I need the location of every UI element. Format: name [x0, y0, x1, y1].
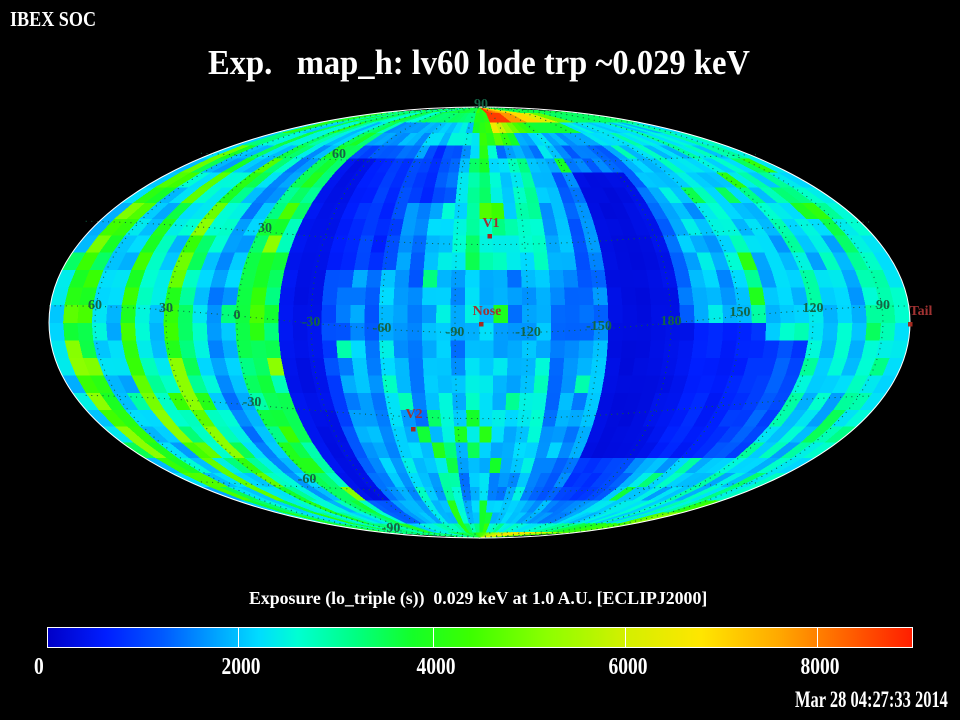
svg-text:30: 30 [258, 221, 272, 236]
svg-text:-60: -60 [298, 472, 317, 487]
svg-text:-120: -120 [515, 325, 541, 340]
svg-text:120: 120 [803, 301, 824, 316]
svg-text:-90: -90 [446, 325, 465, 340]
svg-text:150: 150 [730, 305, 751, 320]
svg-text:Nose: Nose [473, 304, 502, 319]
svg-text:180: 180 [661, 314, 682, 329]
svg-text:90: 90 [474, 97, 488, 112]
svg-text:90: 90 [876, 298, 890, 313]
svg-text:30: 30 [159, 301, 173, 316]
svg-text:60: 60 [88, 298, 102, 313]
svg-text:Tail: Tail [910, 304, 933, 319]
svg-text:0: 0 [234, 308, 241, 323]
svg-text:V2: V2 [405, 407, 422, 422]
svg-text:60: 60 [332, 147, 346, 162]
svg-text:-30: -30 [243, 395, 262, 410]
svg-text:-30: -30 [302, 315, 321, 330]
svg-text:V1: V1 [482, 216, 499, 231]
svg-text:-60: -60 [373, 321, 392, 336]
svg-text:-150: -150 [586, 319, 612, 334]
svg-text:-90: -90 [382, 521, 401, 536]
